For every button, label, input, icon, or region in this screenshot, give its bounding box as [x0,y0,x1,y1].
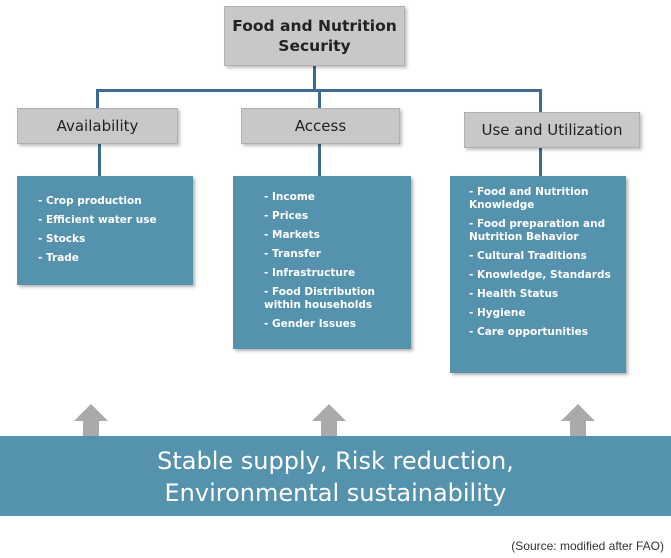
connector-drop-use [539,89,542,112]
list-item: - Health Status [469,288,559,300]
up-arrow-icon [561,404,595,440]
list-item: - Care opportunities [469,326,588,338]
list-item: - Stocks [38,233,86,245]
connector-access-list [318,142,321,176]
connector-availability-list [98,142,101,176]
list-item: - Income [264,191,315,203]
foundation-line2: Environmental sustainability [164,479,507,507]
list-item: - Cultural Traditions [469,250,587,262]
up-arrow-icon [74,404,108,440]
list-item: - Trade [38,252,79,264]
list-item: - Gender Issues [264,318,356,330]
top-box: Food and Nutrition Security [224,6,405,66]
list-item: - Markets [264,229,320,241]
list-item: - Infrastructure [264,267,356,279]
foundation-band: Stable supply, Risk reduction, Environme… [0,436,671,516]
category-availability: Availability [17,108,178,144]
list-item: - Crop production [38,195,142,207]
category-use-and-utilization: Use and Utilization [464,112,640,148]
list-item: - Prices [264,210,309,222]
connector-drop-access [318,89,321,108]
list-item: - Food and Nutrition Knowledge [469,186,589,211]
list-item: - Hygiene [469,307,526,319]
list-item: - Food Distribution within households [264,286,376,311]
connector-use-list [539,146,542,176]
access-list-box: - Income - Prices - Markets - Transfer -… [233,176,411,349]
list-item: - Transfer [264,248,321,260]
foundation-line1: Stable supply, Risk reduction, [157,447,514,475]
source-note: (Source: modified after FAO) [511,539,664,553]
top-box-line1: Food and Nutrition [232,17,397,35]
connector-top-vertical [313,64,316,90]
use-list-box: - Food and Nutrition Knowledge - Food pr… [450,176,626,373]
connector-drop-availability [96,89,99,108]
availability-list-box: - Crop production - Efficient water use … [17,176,193,285]
list-item: - Food preparation and Nutrition Behavio… [469,218,606,243]
top-box-line2: Security [278,37,351,55]
list-item: - Knowledge, Standards [469,269,611,281]
list-item: - Efficient water use [38,214,157,226]
up-arrow-icon [312,404,346,440]
category-access: Access [241,108,400,144]
